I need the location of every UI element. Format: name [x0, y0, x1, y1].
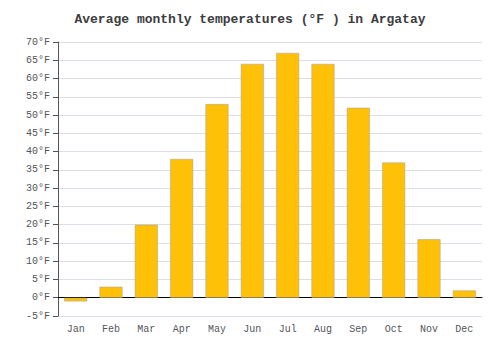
svg-text:Average monthly temperatures (: Average monthly temperatures (°F ) in Ar… — [74, 12, 425, 27]
svg-text:Jul: Jul — [279, 324, 297, 335]
svg-text:Apr: Apr — [173, 324, 191, 335]
svg-text:10°F: 10°F — [26, 256, 50, 267]
svg-text:60°F: 60°F — [26, 73, 50, 84]
svg-text:Oct: Oct — [385, 324, 403, 335]
svg-text:Mar: Mar — [137, 324, 155, 335]
svg-text:40°F: 40°F — [26, 146, 50, 157]
svg-text:Aug: Aug — [314, 324, 332, 335]
svg-text:65°F: 65°F — [26, 55, 50, 66]
svg-text:5°F: 5°F — [32, 274, 50, 285]
svg-text:Sep: Sep — [349, 324, 367, 335]
svg-text:15°F: 15°F — [26, 237, 50, 248]
svg-text:Jun: Jun — [243, 324, 261, 335]
svg-text:0°F: 0°F — [32, 292, 50, 303]
svg-text:Jan: Jan — [67, 324, 85, 335]
svg-text:May: May — [208, 324, 226, 335]
svg-text:55°F: 55°F — [26, 91, 50, 102]
svg-text:20°F: 20°F — [26, 219, 50, 230]
svg-text:25°F: 25°F — [26, 201, 50, 212]
svg-text:50°F: 50°F — [26, 110, 50, 121]
svg-text:Feb: Feb — [102, 324, 120, 335]
svg-text:70°F: 70°F — [26, 37, 50, 48]
svg-text:45°F: 45°F — [26, 128, 50, 139]
svg-text:Nov: Nov — [420, 324, 438, 335]
svg-text:Dec: Dec — [455, 324, 473, 335]
svg-text:-5°F: -5°F — [26, 311, 50, 322]
svg-text:30°F: 30°F — [26, 183, 50, 194]
svg-text:35°F: 35°F — [26, 164, 50, 175]
